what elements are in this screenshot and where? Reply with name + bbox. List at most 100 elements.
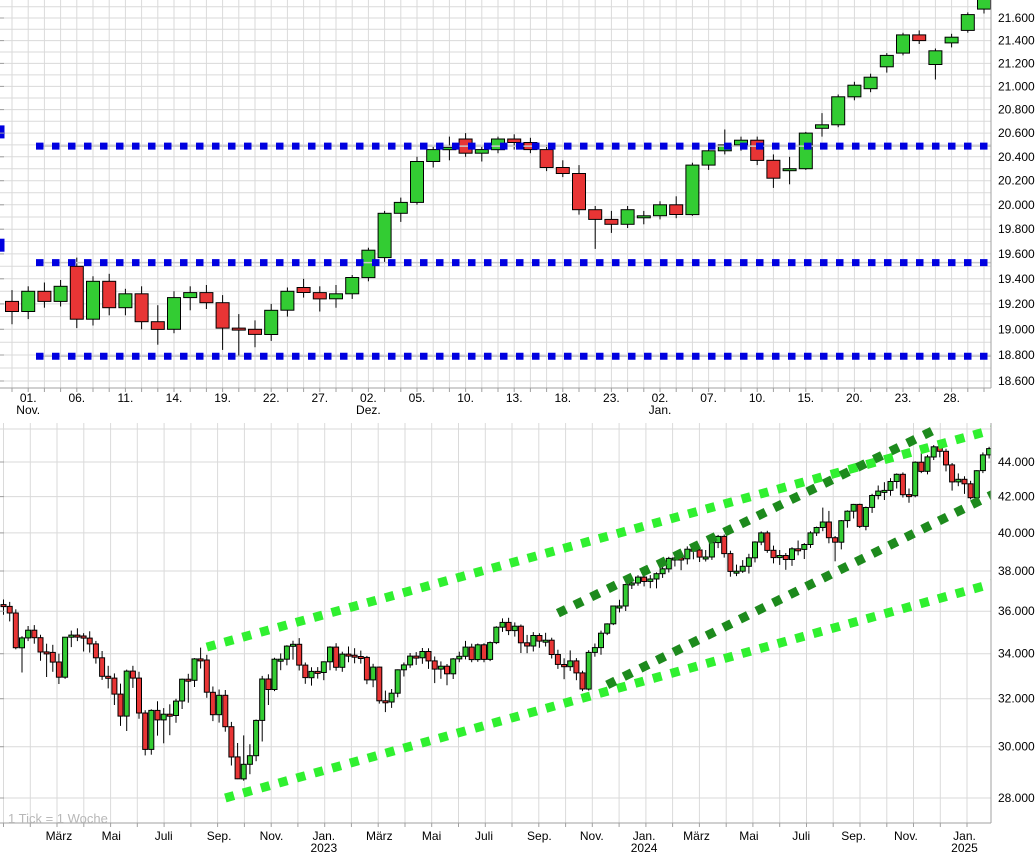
x-axis-label: Jan. [312,829,335,843]
candle [636,210,651,225]
x-axis-label: 06. [68,391,85,405]
grid-layer [0,423,991,823]
candle [554,649,561,669]
candle [99,651,106,680]
candle [750,136,765,166]
y-axis-label: 32.000 [998,692,1035,706]
x-axis-label: Sep. [841,829,866,843]
candle [55,653,62,684]
x-axis-label: 20. [846,391,863,405]
candle [456,651,463,663]
candle [604,210,619,233]
candle [351,648,358,664]
x-axis-labels: 01.Nov.06. 11. 14. 19. 22. 27. 02.Dez.05. 10. 13… [16,391,960,417]
candle [572,165,586,215]
candle [183,286,198,311]
y-axis-label: 19.000 [998,322,1035,336]
candle [264,303,279,341]
candle [265,674,272,705]
x-axis-label: 27. [311,391,328,405]
y-axis-labels: 44.000 42.000 40.000 38.000 36.000 34.000 32.0… [998,455,1035,805]
candle [216,689,223,723]
candle [542,632,549,647]
x-axis-label: 15. [797,391,814,405]
candle [129,665,136,688]
candle [167,291,181,334]
candle [68,630,75,648]
x-axis-label: Juli [475,829,493,843]
candle [789,547,795,566]
candle [875,485,882,500]
candle [357,650,364,664]
candle [231,314,246,357]
candle [979,452,986,474]
candle [413,652,420,665]
candle [548,637,555,659]
candle [62,636,69,679]
support-resistance-lines [0,125,991,360]
x-axis-label: 07. [700,391,717,405]
candle [588,206,603,249]
candle [567,650,574,671]
y-axis-label: 21.600 [998,11,1035,25]
candle [179,678,186,709]
candle [25,626,32,642]
x-axis-label: Sep. [527,829,552,843]
candle [967,480,974,500]
candle [653,572,660,589]
x-axis-label: Nov. [580,829,604,843]
candle [819,507,826,532]
candle [199,285,214,309]
candle [166,704,173,736]
candle [721,534,728,558]
candle [807,531,814,548]
candle [253,719,260,762]
candle [641,574,648,587]
candle [977,0,991,14]
candle [770,545,777,564]
candle [863,73,878,93]
x-axis-label: Nov. [894,829,918,843]
candles-layer [5,0,991,357]
candle [173,698,179,723]
candle [426,146,441,168]
x-axis-label: 02. [360,391,377,405]
candle [539,144,554,172]
candle [92,640,99,664]
candle [234,743,241,780]
candle [825,510,832,544]
candle [259,675,266,742]
candle [400,662,407,677]
x-axis-label: 18. [554,391,571,405]
y-axis-label: 20.200 [998,174,1035,188]
y-axis-label: 21.000 [998,79,1035,93]
candle [296,278,311,298]
y-axis-label: 20.600 [998,126,1035,140]
candle [960,12,975,33]
y-axis-label: 42.000 [998,490,1035,504]
light-green-trendline [205,425,991,652]
candle [444,664,450,686]
x-axis-label: 23. [603,391,620,405]
candle [410,156,424,205]
candle [111,673,118,705]
candle [955,473,962,487]
x-axis-label: Mai [422,829,441,843]
candle [209,686,216,722]
y-axis-label: 40.000 [998,526,1035,540]
y-axis-label: 34.000 [998,647,1035,661]
candle [708,541,715,560]
candle [847,81,862,101]
x-axis-label: Nov. [260,829,284,843]
candle [555,160,570,178]
axis-edge-marker [0,125,5,139]
candle [912,461,919,498]
candle [474,643,481,662]
candle [197,647,204,669]
candle [86,631,93,653]
grid-layer [0,0,991,388]
candle [944,33,959,48]
x-axis-label: 11. [118,391,134,405]
y-axis-label: 36.000 [998,604,1035,618]
